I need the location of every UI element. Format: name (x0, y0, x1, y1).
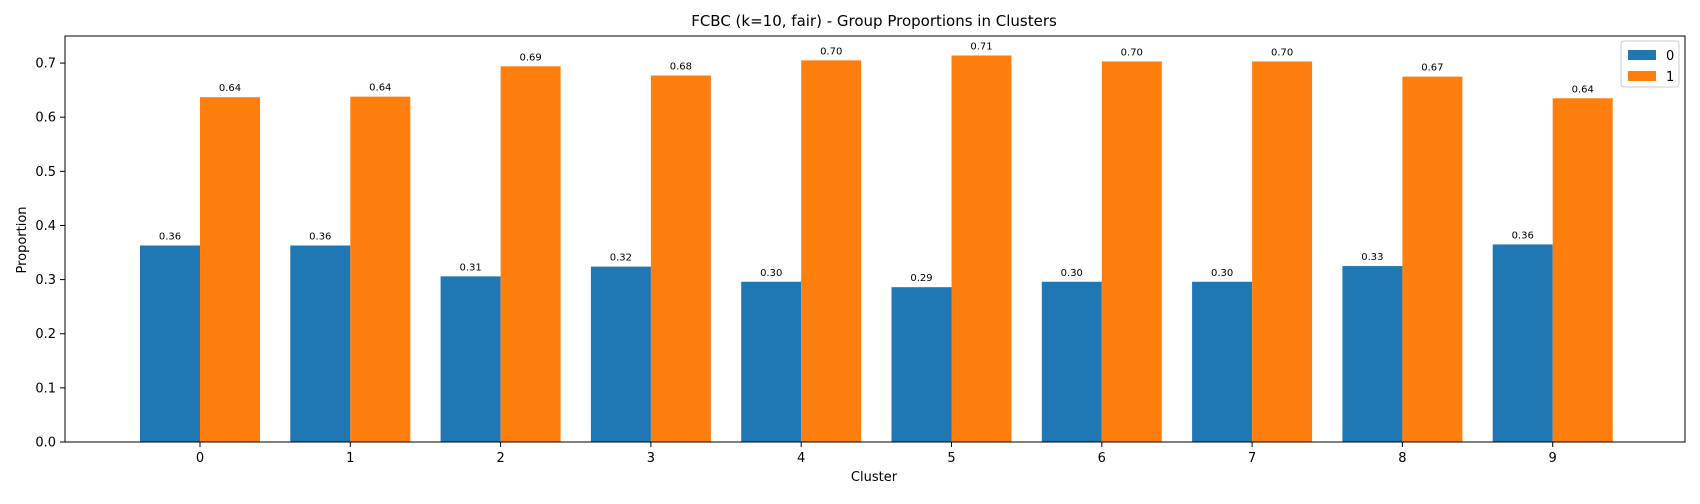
bar-series-0-cluster-6 (1041, 281, 1102, 442)
value-label-series-1-cluster-3: 0.68 (670, 62, 692, 73)
bar-series-1-cluster-3 (650, 75, 711, 442)
value-label-series-0-cluster-6: 0.30 (1061, 268, 1083, 279)
bar-series-0-cluster-0 (140, 245, 200, 442)
value-label-series-0-cluster-1: 0.36 (309, 231, 331, 242)
y-tick-label: 0.6 (35, 111, 56, 126)
y-tick-label: 0.4 (35, 219, 56, 234)
bar-series-0-cluster-8 (1342, 266, 1403, 442)
value-label-series-1-cluster-6: 0.70 (1121, 47, 1143, 58)
y-tick-label: 0.1 (35, 381, 56, 396)
y-tick-label: 0.7 (35, 57, 56, 72)
x-tick-label: 0 (196, 451, 204, 466)
plot-area: 0.36 0.360.310.320.30 0.29 0.30 0.300.330.36… (35, 35, 1686, 466)
value-label-series-1-cluster-7: 0.70 (1271, 47, 1293, 58)
x-tick-label: 6 (1098, 451, 1106, 466)
bar-series-1-cluster-7 (1252, 61, 1313, 443)
bar-series-0-cluster-9 (1492, 244, 1553, 442)
x-tick-label: 8 (1398, 451, 1406, 466)
value-label-series-0-cluster-4: 0.30 (760, 268, 782, 279)
value-label-series-1-cluster-1: 0.64 (369, 83, 391, 94)
value-label-series-1-cluster-4: 0.70 (820, 46, 842, 57)
y-tick-label: 0.0 (35, 436, 56, 451)
bar-series-0-cluster-5 (891, 287, 952, 442)
bar-series-1-cluster-5 (951, 55, 1012, 442)
bar-series-0-cluster-7 (1192, 281, 1253, 442)
value-label-series-1-cluster-2: 0.69 (519, 52, 541, 63)
value-label-series-0-cluster-9: 0.36 (1512, 230, 1534, 241)
bar-series-1-cluster-6 (1101, 61, 1162, 443)
bar-series-1-cluster-9 (1552, 98, 1613, 443)
bar-series-1-cluster-4 (801, 60, 862, 443)
x-tick-label: 3 (647, 451, 655, 466)
value-label-series-0-cluster-8: 0.33 (1361, 252, 1383, 263)
bar-series-1-cluster-2 (500, 66, 561, 442)
chart-title: FCBC (k=10, fair) - Group Proportions in… (691, 12, 1057, 30)
x-axis-label: Cluster (851, 470, 898, 485)
x-tick-label: 4 (797, 451, 805, 466)
legend-swatch-1 (1628, 71, 1656, 81)
y-tick-label: 0.3 (35, 273, 56, 288)
x-tick-label: 7 (1248, 451, 1256, 466)
bar-series-0-cluster-3 (590, 266, 651, 442)
bar-series-0-cluster-1 (290, 245, 351, 442)
y-tick-label: 0.2 (35, 327, 56, 342)
value-label-series-0-cluster-2: 0.31 (459, 262, 481, 273)
value-label-series-0-cluster-5: 0.29 (910, 273, 932, 284)
value-label-series-0-cluster-3: 0.32 (610, 253, 632, 264)
x-tick-label: 2 (496, 451, 504, 466)
bar-series-1-cluster-0 (200, 97, 260, 443)
bar-series-1-cluster-1 (350, 96, 411, 442)
value-label-series-1-cluster-9: 0.64 (1572, 84, 1594, 95)
x-tick-label: 1 (346, 451, 354, 466)
value-label-series-1-cluster-5: 0.71 (970, 41, 992, 52)
legend-label-1: 1 (1666, 70, 1674, 85)
bar-series-0-cluster-4 (741, 281, 802, 442)
legend: 01 (1620, 40, 1680, 88)
plot-frame (64, 35, 1686, 443)
bar-series-0-cluster-2 (440, 276, 501, 442)
legend-label-0: 0 (1666, 49, 1674, 64)
y-axis-label: Proportion (15, 206, 30, 273)
value-label-series-1-cluster-0: 0.64 (219, 83, 241, 94)
x-tick-label: 5 (947, 451, 955, 466)
x-tick-label: 9 (1549, 451, 1557, 466)
value-label-series-0-cluster-7: 0.30 (1211, 268, 1233, 279)
bar-series-1-cluster-8 (1402, 76, 1463, 442)
legend-swatch-0 (1628, 50, 1656, 60)
y-tick-label: 0.5 (35, 165, 56, 180)
value-label-series-1-cluster-8: 0.67 (1421, 63, 1443, 74)
value-label-series-0-cluster-0: 0.36 (159, 231, 181, 242)
